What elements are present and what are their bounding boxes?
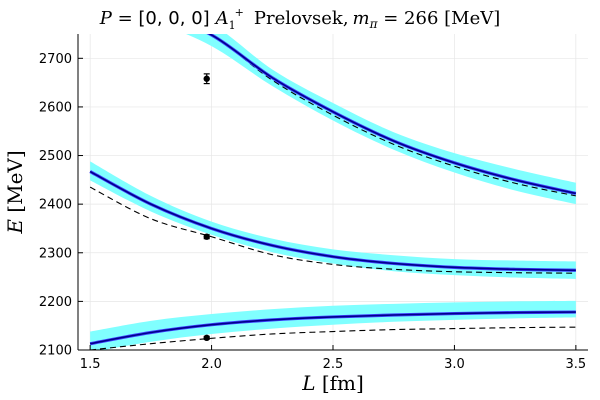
x-axis-variable: L [301,371,315,395]
svg-text:E [MeV]: E [MeV] [3,150,27,234]
y-tick-label: 2200 [39,295,72,310]
y-tick-label: 2100 [39,344,72,359]
x-tick-label: 2.0 [201,357,222,372]
title-mass-symbol: m [353,8,370,29]
x-tick-label: 2.5 [323,357,344,372]
x-ticks: 1.5 2.0 2.5 3.0 3.5 [80,345,586,372]
title-mass-value: = 266 [MeV] [378,8,501,29]
data-point [203,73,210,85]
title-p-symbol: P = [99,8,139,29]
title-momentum: [0, 0, 0] [138,8,209,29]
y-axis-unit: [MeV] [3,150,27,219]
data-point-marker [203,233,210,240]
y-axis-label: E [MeV] [3,150,27,234]
x-tick-label: 3.0 [444,357,465,372]
title-author: Prelovsek, [254,8,349,29]
level-2-noninteracting-curve [89,186,576,274]
x-axis-label: L [fm] [301,371,364,395]
y-axis-variable: E [3,219,27,235]
y-tick-label: 2300 [39,246,72,261]
data-point-marker [203,334,210,342]
fit-curves [89,34,577,350]
x-axis-unit: [fm] [315,371,363,395]
title-mass-subscript: π [369,17,379,31]
level-3-error-band [186,34,576,205]
svg-text:P = [0, 0, 0]A1+Prelovsek,mπ =: P = [0, 0, 0] A1+ Prelovsek, mπ = 266 [MeV] [99,6,501,32]
y-ticks: 2100 2200 2300 2400 2500 2600 2700 [39,52,83,359]
y-tick-label: 2700 [39,52,72,67]
level-1-noninteracting-curve [90,326,576,350]
data-point-marker [203,75,210,82]
title-irrep-subscript: 1 [229,19,236,32]
svg-text:L [fm]: L [fm] [301,371,364,395]
data-point [203,233,210,240]
level-1-fit-curve [89,311,576,345]
y-tick-label: 2500 [39,149,72,164]
title-irrep: A [214,8,229,29]
y-tick-label: 2400 [39,198,72,213]
data-point [203,334,210,342]
level-3-fit-curve [208,34,577,195]
x-tick-label: 1.5 [80,357,101,372]
chart-title: P = [0, 0, 0] A1+ Prelovsek, mπ = 266 [MeV] [99,6,501,32]
title-irrep-superscript: + [235,6,244,19]
level-2-fit-curve [89,170,576,272]
x-tick-label: 3.5 [566,357,587,372]
lattice-data-points [203,73,210,342]
y-tick-label: 2600 [39,100,72,115]
